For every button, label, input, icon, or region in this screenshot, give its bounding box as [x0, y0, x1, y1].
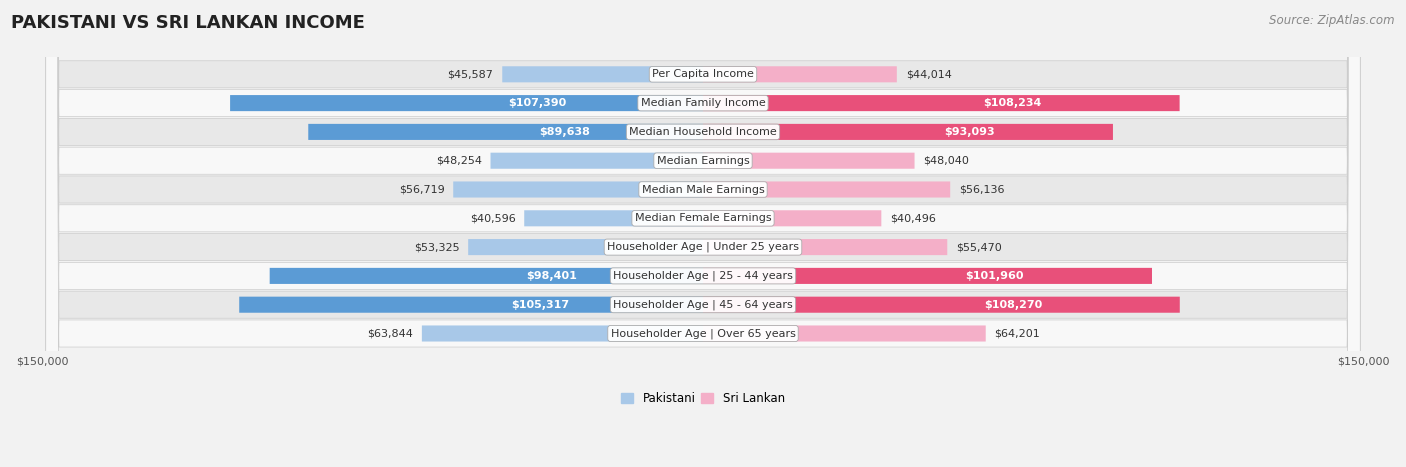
Text: $44,014: $44,014 — [905, 69, 952, 79]
FancyBboxPatch shape — [46, 0, 1360, 467]
Text: Householder Age | Over 65 years: Householder Age | Over 65 years — [610, 328, 796, 339]
FancyBboxPatch shape — [703, 210, 882, 226]
FancyBboxPatch shape — [46, 0, 1360, 467]
Text: $101,960: $101,960 — [966, 271, 1024, 281]
Text: Householder Age | Under 25 years: Householder Age | Under 25 years — [607, 242, 799, 252]
FancyBboxPatch shape — [46, 0, 1360, 467]
FancyBboxPatch shape — [491, 153, 703, 169]
Text: $108,234: $108,234 — [984, 98, 1042, 108]
Text: $56,136: $56,136 — [959, 184, 1004, 194]
Text: PAKISTANI VS SRI LANKAN INCOME: PAKISTANI VS SRI LANKAN INCOME — [11, 14, 366, 32]
FancyBboxPatch shape — [46, 0, 1360, 467]
FancyBboxPatch shape — [231, 95, 703, 111]
FancyBboxPatch shape — [46, 0, 1360, 467]
Text: $93,093: $93,093 — [945, 127, 995, 137]
FancyBboxPatch shape — [703, 95, 1180, 111]
Text: Householder Age | 45 - 64 years: Householder Age | 45 - 64 years — [613, 299, 793, 310]
FancyBboxPatch shape — [468, 239, 703, 255]
Text: $56,719: $56,719 — [399, 184, 444, 194]
FancyBboxPatch shape — [46, 0, 1360, 467]
Text: $40,596: $40,596 — [470, 213, 516, 223]
Text: $55,470: $55,470 — [956, 242, 1002, 252]
Text: $48,254: $48,254 — [436, 156, 482, 166]
Text: Median Family Income: Median Family Income — [641, 98, 765, 108]
Text: $45,587: $45,587 — [447, 69, 494, 79]
Text: Source: ZipAtlas.com: Source: ZipAtlas.com — [1270, 14, 1395, 27]
Text: Median Female Earnings: Median Female Earnings — [634, 213, 772, 223]
FancyBboxPatch shape — [703, 239, 948, 255]
Text: Median Male Earnings: Median Male Earnings — [641, 184, 765, 194]
Text: $105,317: $105,317 — [512, 300, 569, 310]
Text: $107,390: $107,390 — [509, 98, 567, 108]
Text: Median Household Income: Median Household Income — [628, 127, 778, 137]
Text: $98,401: $98,401 — [526, 271, 576, 281]
Text: $53,325: $53,325 — [413, 242, 460, 252]
FancyBboxPatch shape — [703, 297, 1180, 313]
Text: Median Earnings: Median Earnings — [657, 156, 749, 166]
FancyBboxPatch shape — [270, 268, 703, 284]
Text: $40,496: $40,496 — [890, 213, 936, 223]
FancyBboxPatch shape — [703, 182, 950, 198]
FancyBboxPatch shape — [46, 0, 1360, 467]
FancyBboxPatch shape — [703, 153, 914, 169]
FancyBboxPatch shape — [422, 325, 703, 341]
FancyBboxPatch shape — [502, 66, 703, 82]
FancyBboxPatch shape — [308, 124, 703, 140]
Text: $108,270: $108,270 — [984, 300, 1042, 310]
FancyBboxPatch shape — [703, 268, 1152, 284]
FancyBboxPatch shape — [46, 0, 1360, 467]
FancyBboxPatch shape — [703, 325, 986, 341]
FancyBboxPatch shape — [524, 210, 703, 226]
Text: $48,040: $48,040 — [924, 156, 969, 166]
Text: $89,638: $89,638 — [540, 127, 591, 137]
Text: Per Capita Income: Per Capita Income — [652, 69, 754, 79]
FancyBboxPatch shape — [239, 297, 703, 313]
FancyBboxPatch shape — [46, 0, 1360, 467]
Text: Householder Age | 25 - 44 years: Householder Age | 25 - 44 years — [613, 271, 793, 281]
FancyBboxPatch shape — [453, 182, 703, 198]
FancyBboxPatch shape — [703, 124, 1114, 140]
Legend: Pakistani, Sri Lankan: Pakistani, Sri Lankan — [616, 387, 790, 410]
FancyBboxPatch shape — [703, 66, 897, 82]
Text: $64,201: $64,201 — [994, 328, 1040, 339]
Text: $63,844: $63,844 — [367, 328, 413, 339]
FancyBboxPatch shape — [46, 0, 1360, 467]
